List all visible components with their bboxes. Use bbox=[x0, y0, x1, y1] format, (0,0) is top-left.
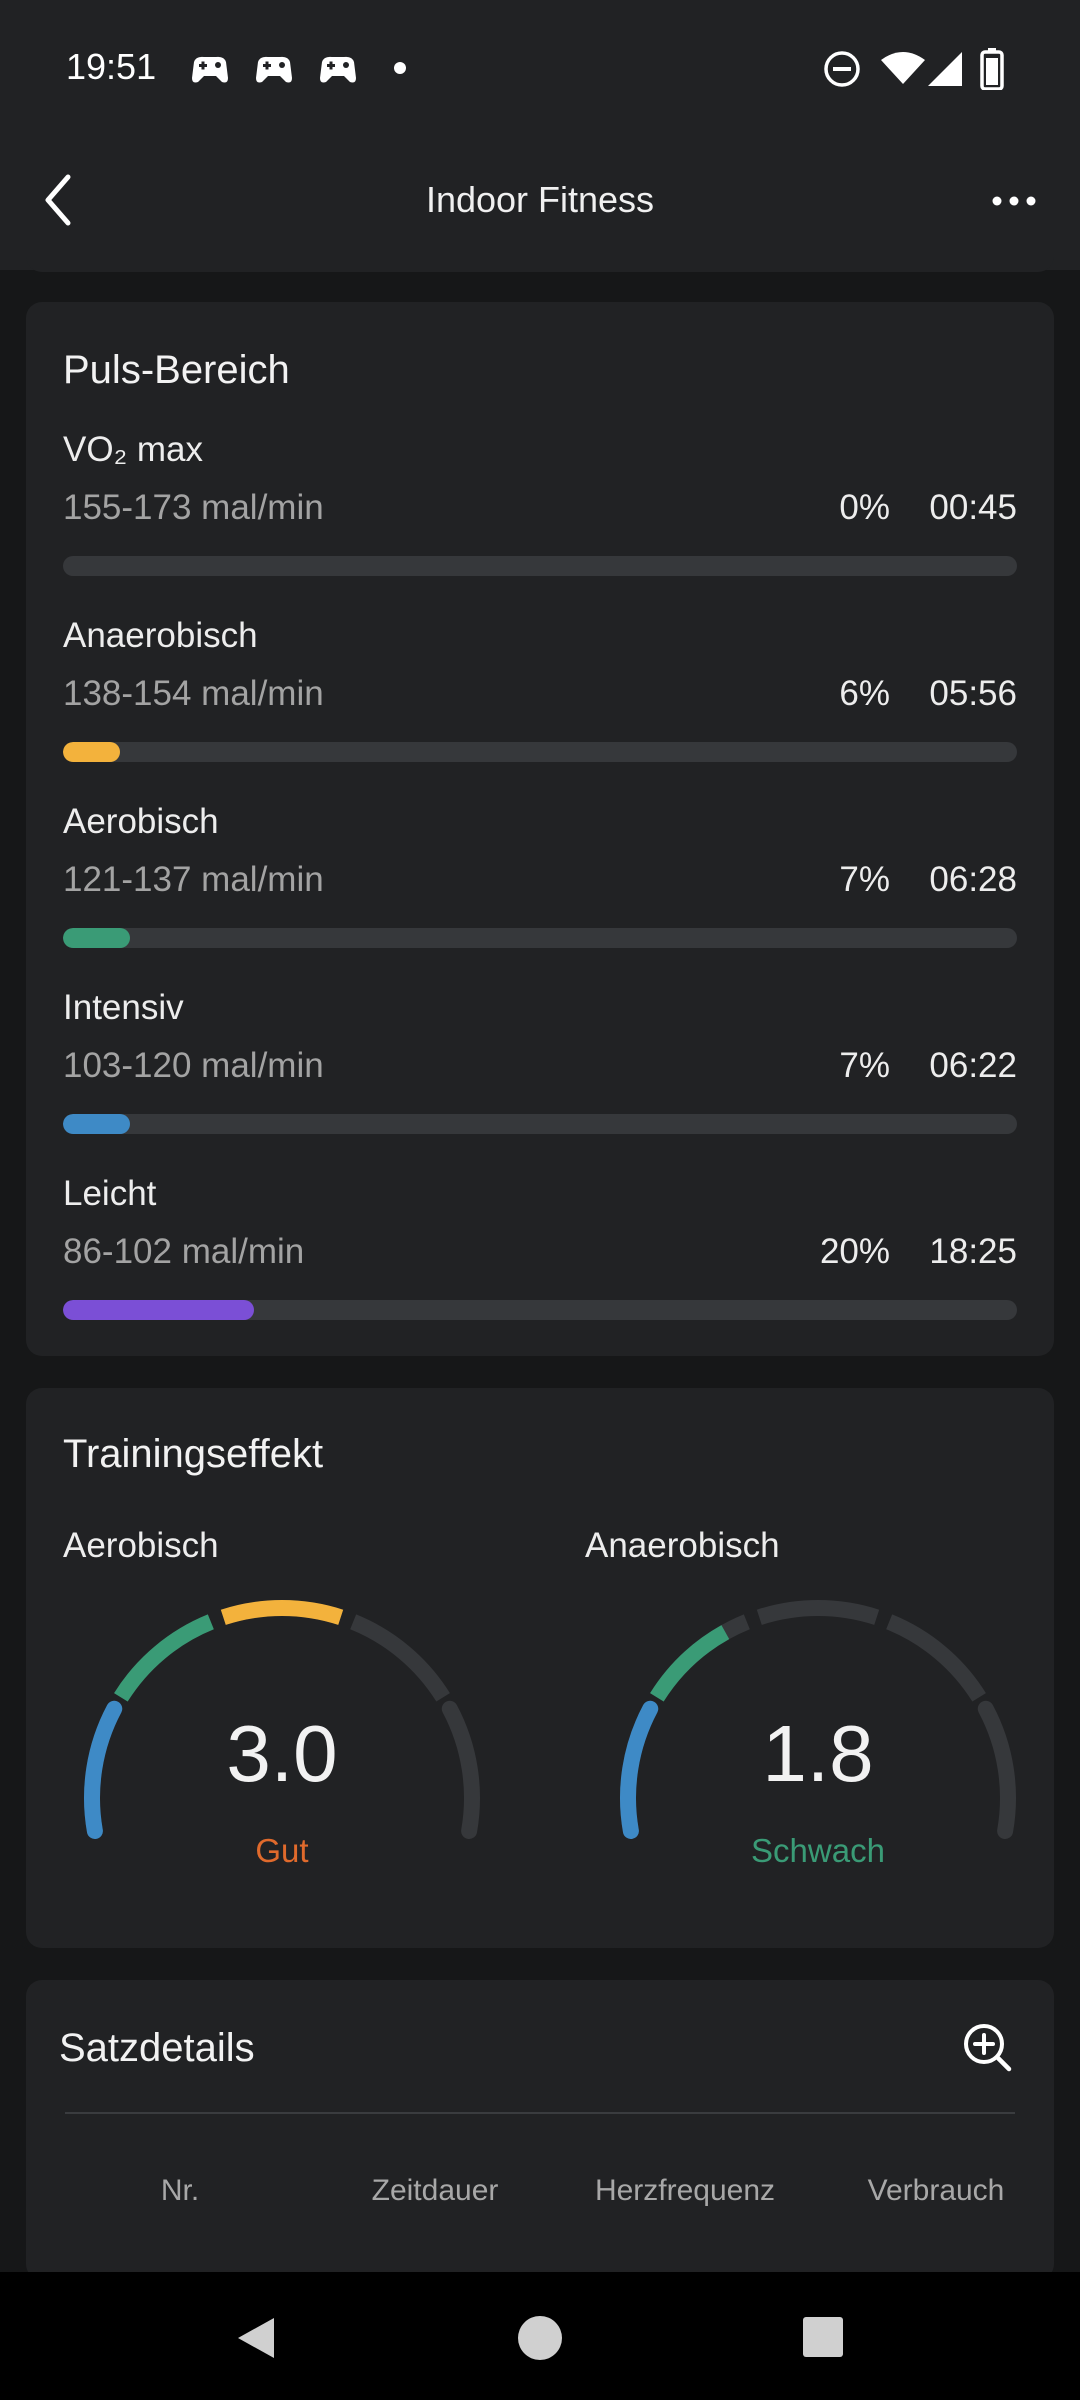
gauge-segment-track bbox=[886, 1614, 986, 1702]
do-not-disturb-icon bbox=[824, 51, 860, 87]
zone-progress-fill bbox=[63, 1114, 130, 1134]
zone-range: 86-102 mal/min bbox=[63, 1232, 305, 1271]
zone-time: 18:25 bbox=[929, 1232, 1017, 1271]
recents-square-icon[interactable] bbox=[802, 2316, 844, 2358]
column-header-heart-rate: Herzfrequenz bbox=[594, 2174, 776, 2207]
anaerobic-label: Anaerobisch bbox=[585, 1526, 780, 1565]
zone-progress-track bbox=[63, 742, 1017, 762]
zone-percent: 7% bbox=[839, 860, 890, 899]
aerobic-gauge bbox=[84, 1600, 480, 1839]
anaerobic-gauge bbox=[620, 1600, 1016, 1839]
game-controller-icon bbox=[192, 56, 228, 83]
status-bar: 19:51 bbox=[0, 0, 1080, 135]
zone-time: 06:28 bbox=[929, 860, 1017, 899]
zone-progress-track bbox=[63, 556, 1017, 576]
training-effect-title: Trainingseffekt bbox=[63, 1432, 324, 1476]
zone-percent: 7% bbox=[839, 1046, 890, 1085]
game-controller-icon bbox=[256, 56, 292, 83]
zone-row: Leicht 86-102 mal/min 20% 18:25 bbox=[63, 1174, 1017, 1344]
cellular-signal-icon bbox=[928, 52, 962, 86]
gauge-segment-fill bbox=[650, 1625, 730, 1702]
notification-dot-icon bbox=[394, 62, 406, 74]
zone-percent: 6% bbox=[839, 674, 890, 713]
zone-row: Aerobisch 121-137 mal/min 7% 06:28 bbox=[63, 802, 1017, 972]
zone-row: Intensiv 103-120 mal/min 7% 06:22 bbox=[63, 988, 1017, 1158]
gauge-segment-track bbox=[441, 1700, 480, 1839]
zone-progress-fill bbox=[63, 928, 130, 948]
zone-row: Anaerobisch 138-154 mal/min 6% 05:56 bbox=[63, 616, 1017, 786]
column-header-nr: Nr. bbox=[160, 2174, 200, 2207]
zone-range: 103-120 mal/min bbox=[63, 1046, 324, 1085]
zone-time: 05:56 bbox=[929, 674, 1017, 713]
status-time: 19:51 bbox=[66, 46, 157, 87]
aerobic-status: Gut bbox=[255, 1832, 309, 1869]
more-horizontal-icon[interactable] bbox=[990, 191, 1038, 211]
zone-name: Aerobisch bbox=[63, 802, 219, 841]
game-controller-icon bbox=[320, 56, 356, 83]
zone-range: 121-137 mal/min bbox=[63, 860, 324, 899]
zone-progress-fill bbox=[63, 742, 121, 762]
zone-time: 06:22 bbox=[929, 1046, 1017, 1085]
zoom-in-icon[interactable] bbox=[962, 2022, 1014, 2074]
column-header-consumption: Verbrauch bbox=[867, 2174, 1005, 2207]
training-effect-card: Trainingseffekt Aerobisch Anaerobisch 3.… bbox=[26, 1388, 1054, 1948]
divider bbox=[65, 2112, 1015, 2114]
zone-name: Anaerobisch bbox=[63, 616, 258, 655]
app-header: Indoor Fitness bbox=[0, 135, 1080, 270]
zone-percent: 20% bbox=[819, 1232, 890, 1271]
zone-progress-track bbox=[63, 1300, 1017, 1320]
column-header-duration: Zeitdauer bbox=[371, 2174, 499, 2207]
page-title: Indoor Fitness bbox=[425, 179, 655, 220]
previous-card-edge bbox=[26, 256, 1054, 272]
zone-name: Leicht bbox=[63, 1174, 157, 1213]
aerobic-value: 3.0 bbox=[226, 1709, 338, 1798]
gauge-segment-track bbox=[977, 1700, 1016, 1839]
heart-zone-card: Puls-Bereich VO₂ max 155-173 mal/min 0% … bbox=[26, 302, 1054, 1356]
zone-progress-track bbox=[63, 928, 1017, 948]
gauge-segment-track bbox=[756, 1600, 880, 1625]
gauge-segment-fill bbox=[220, 1600, 344, 1625]
zone-percent: 0% bbox=[839, 488, 890, 527]
zone-progress-fill bbox=[63, 1300, 254, 1320]
zone-range: 138-154 mal/min bbox=[63, 674, 324, 713]
anaerobic-value: 1.8 bbox=[762, 1709, 874, 1798]
zone-name: Intensiv bbox=[63, 988, 184, 1027]
heart-zone-title: Puls-Bereich bbox=[63, 348, 290, 392]
set-details-title: Satzdetails bbox=[59, 2026, 255, 2070]
gauge-segment-fill bbox=[114, 1614, 214, 1702]
gauge-segment-fill bbox=[620, 1700, 659, 1839]
back-triangle-icon[interactable] bbox=[234, 2314, 278, 2362]
zone-range: 155-173 mal/min bbox=[63, 488, 324, 527]
zone-row: VO₂ max 155-173 mal/min 0% 00:45 bbox=[63, 430, 1017, 600]
anaerobic-status: Schwach bbox=[751, 1832, 885, 1869]
gauge-segment-fill bbox=[84, 1700, 123, 1839]
battery-icon bbox=[980, 48, 1004, 90]
home-circle-icon[interactable] bbox=[516, 2314, 564, 2362]
system-navigation-bar bbox=[0, 2272, 1080, 2400]
wifi-icon bbox=[881, 52, 925, 84]
zone-time: 00:45 bbox=[929, 488, 1017, 527]
set-details-card: Satzdetails Nr. Zeitdauer Herzfrequenz V… bbox=[26, 1980, 1054, 2280]
zone-name: VO₂ max bbox=[63, 430, 203, 469]
aerobic-label: Aerobisch bbox=[63, 1526, 219, 1565]
zone-progress-track bbox=[63, 1114, 1017, 1134]
gauge-segment-track bbox=[350, 1614, 450, 1702]
chevron-left-icon[interactable] bbox=[40, 173, 76, 227]
